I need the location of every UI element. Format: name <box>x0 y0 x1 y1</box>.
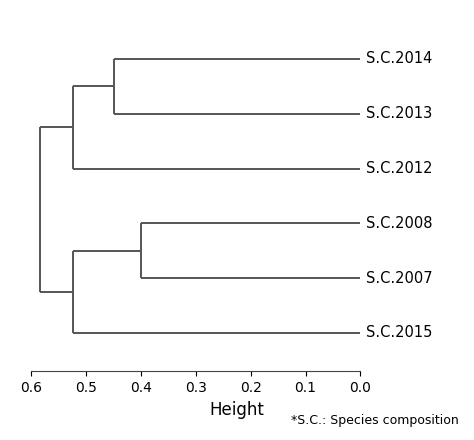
Text: S.C.2013: S.C.2013 <box>366 106 432 121</box>
Text: *S.C.: Species composition: *S.C.: Species composition <box>291 414 459 427</box>
Text: S.C.2015: S.C.2015 <box>366 326 432 341</box>
X-axis label: Height: Height <box>210 401 264 418</box>
Text: S.C.2014: S.C.2014 <box>366 51 432 66</box>
Text: S.C.2008: S.C.2008 <box>366 216 432 231</box>
Text: S.C.2012: S.C.2012 <box>366 161 432 176</box>
Text: S.C.2007: S.C.2007 <box>366 271 432 286</box>
